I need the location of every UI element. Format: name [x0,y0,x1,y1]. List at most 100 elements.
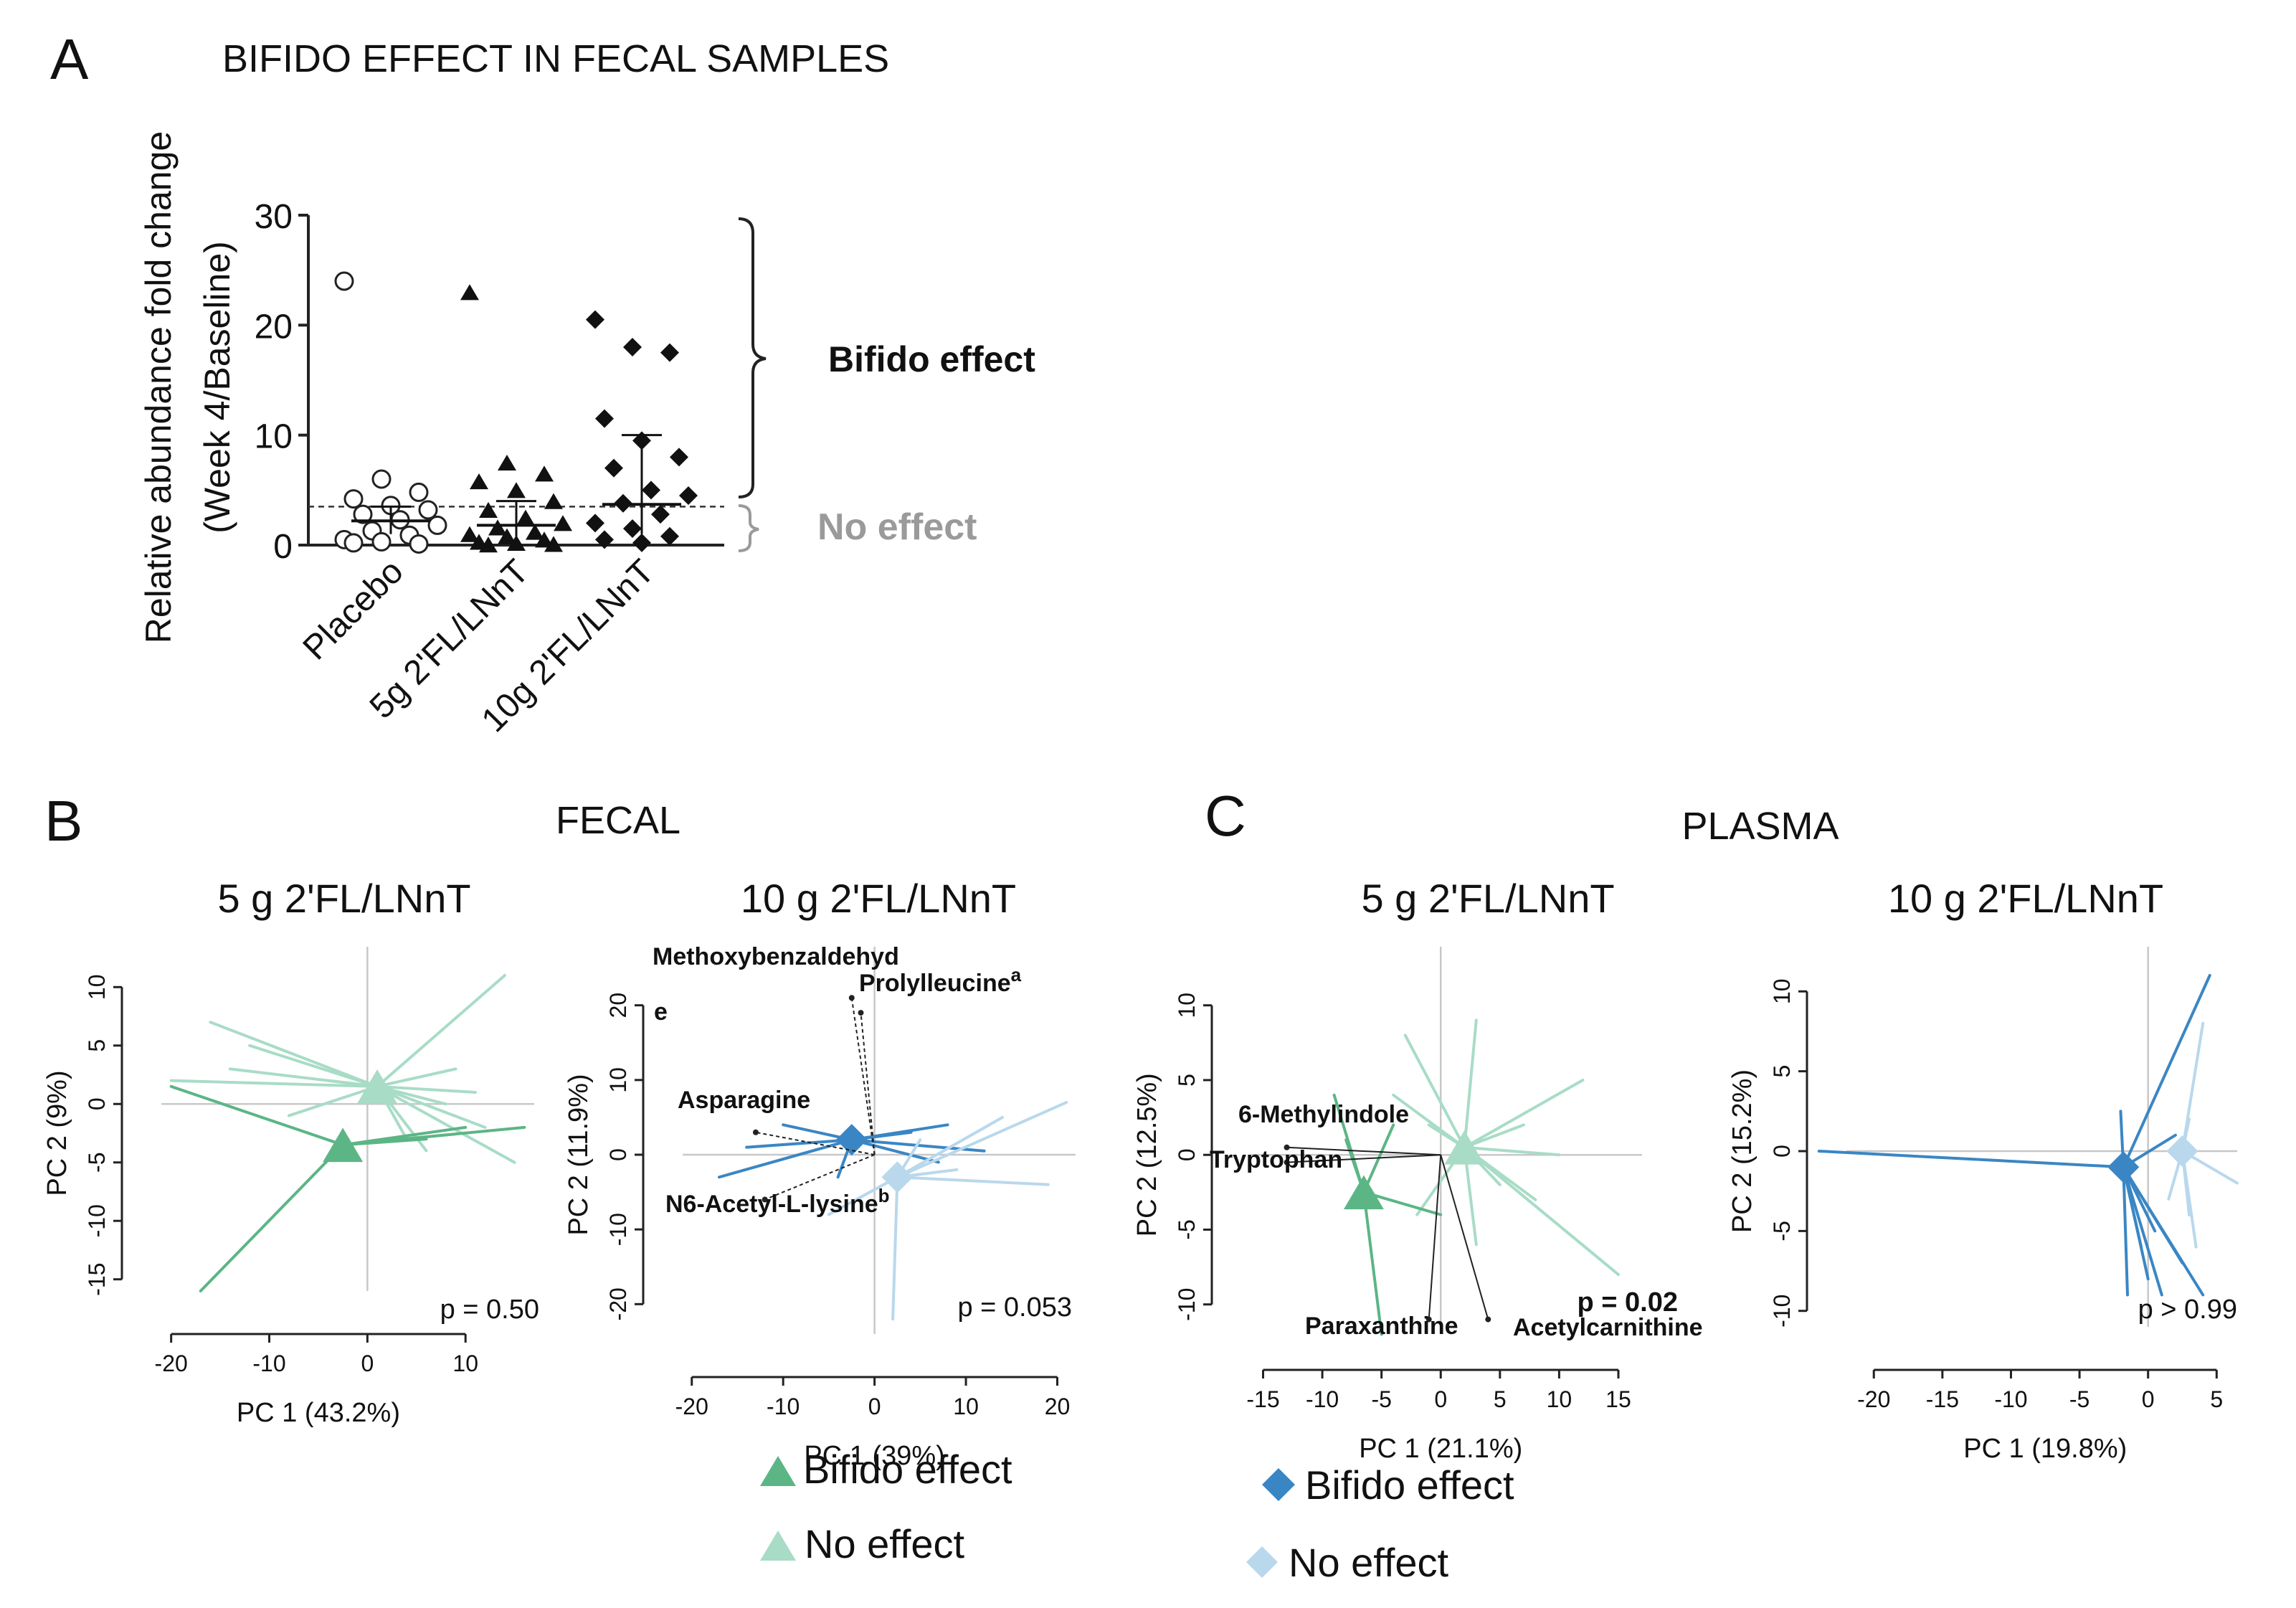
pca-spoke [1362,1191,1383,1336]
pca-xtick-label: -10 [1306,1386,1339,1412]
panel-a-ytick-label: 20 [255,308,293,346]
pca-loading-arrowhead [1284,1159,1290,1165]
panel-a-ylabel-line1: Relative abundance fold change [138,131,179,643]
pca-loading-label: Prolylleucinea [859,964,1022,997]
panel-c-letter: C [1205,784,1246,848]
pca-spoke [827,1176,899,1216]
panel-a-point [409,534,429,554]
pca-ylabel: PC 2 (12.5%) [1132,1073,1162,1236]
pca-loading-arrowhead [1485,1316,1491,1323]
panel-a-ytick-label: 0 [273,528,293,566]
pca-spoke [896,1176,1050,1186]
pca-spoke [199,1143,345,1292]
pca-loading-arrow [764,1154,876,1201]
pca-xlabel: PC 1 (43.2%) [237,1398,400,1428]
pca-loading-label: Paraxanthine [1305,1313,1458,1340]
pca-spoke [209,1021,379,1088]
pca-title: 5 g 2'FL/LNnT [217,876,470,921]
pca-xtick-label: 0 [2142,1386,2155,1412]
panel-a-point [544,536,563,552]
panel-a-point [516,509,535,526]
pca-loading-label: N6-Acetyl-L-lysineb [665,1185,890,1218]
panel-a-ytick-label: 30 [255,198,293,236]
pca-corner-label: e [654,998,668,1026]
panel-a-point [535,465,554,482]
pca-xtick-label: 5 [2210,1386,2223,1412]
legend: Bifido effect No effect Bifido effect No… [760,1447,1514,1585]
pca-xtick-label: 10 [452,1351,478,1376]
pca-centroid-diamond [2166,1135,2198,1167]
panel-a-point [343,489,364,509]
pca-spoke [169,1079,379,1088]
pca-xtick-label: 10 [1547,1386,1572,1412]
panel-b: B FECAL [44,789,680,853]
pca-spoke [896,1101,1068,1179]
panel-a-point [479,501,498,518]
pca-ytick-label: 10 [1174,993,1200,1018]
pca-spoke [1392,1093,1466,1149]
panel-a-point [353,504,373,524]
pca-xtick-label: 0 [361,1351,374,1376]
panel-a-point [334,271,354,291]
pca-loading-arrow [1428,1155,1442,1320]
pca-xtick-label: -10 [252,1351,285,1376]
bifido-effect-label: Bifido effect [828,339,1035,379]
pca-spoke [2122,1165,2184,1264]
pca-loading-arrow [1286,1154,1441,1163]
panel-a-point [371,531,392,552]
pca-ylabel: PC 2 (15.2%) [1727,1069,1757,1233]
panel-b-letter: B [44,789,82,853]
no-effect-label: No effect [817,506,977,548]
pca-plasma-10g: 10 g 2'FL/LNnT -20 -15 -10 -5 0 5 -10 -5 0 5 10 PC 1… [1727,876,2239,1464]
pca-loading-label: Methoxybenzaldehyd [653,943,899,970]
pca-p-value: p = 0.053 [957,1292,1072,1323]
pca-spoke [896,1115,1005,1179]
pca-spoke [287,1084,379,1117]
panel-a: A BIFIDO EFFECT IN FECAL SAMPLES Relativ… [50,27,1035,739]
panel-a-point [460,526,479,542]
panel-a-point [595,530,614,549]
pca-title: 10 g 2'FL/LNnT [1888,876,2163,921]
pca-fecal-10g: 10 g 2'FL/LNnT -20 -10 0 10 20 -20 -10 0 10 20 PC 1… [564,876,1076,1471]
panel-a-point [651,505,670,524]
panel-a-point [535,531,554,548]
legend-plasma-bifido-marker [1262,1468,1295,1501]
pca-centroid-diamond [881,1161,914,1193]
pca-spoke [2122,1165,2143,1249]
pca-spoke [1817,1150,2125,1169]
panel-a-point [623,519,642,538]
legend-fecal-bifido-label: Bifido effect [803,1447,1012,1492]
pca-xlabel: PC 1 (39%) [804,1441,944,1471]
pca-loading-arrowhead [1425,1316,1432,1323]
panel-a-point [427,515,447,535]
pca-loading-arrow [1440,1154,1489,1320]
pca-xtick-label: -15 [1926,1386,1959,1412]
pca-spoke [745,1138,853,1149]
legend-plasma-bifido-label: Bifido effect [1305,1462,1514,1508]
pca-loading-label: 6-Methylindole [1238,1101,1409,1128]
pca-xtick-label: -20 [1857,1386,1890,1412]
pca-loading-arrowhead [1284,1144,1290,1150]
pca-title: 5 g 2'FL/LNnT [1361,876,1614,921]
pca-xtick-label: -10 [1994,1386,2027,1412]
pca-spoke [2122,974,2211,1169]
pca-ytick-label: 0 [84,1097,110,1110]
pca-ytick-label: 10 [84,974,110,1000]
panel-a-point [660,343,679,362]
pca-spoke [2122,1165,2157,1233]
pca-spoke [1403,1034,1466,1149]
pca-ytick-label: -10 [1769,1295,1795,1328]
pca-ytick-label: 0 [1769,1145,1795,1158]
pca-xtick-label: -10 [767,1394,800,1419]
pca-spoke [2122,1165,2163,1297]
panel-a-point [488,519,507,536]
pca-loading-superscript: b [878,1185,890,1206]
legend-fecal-bifido-marker [760,1456,796,1486]
legend-plasma-noeffect-marker [1246,1546,1278,1578]
pca-loading-arrow [1286,1146,1441,1156]
panel-a-point [526,524,544,540]
pca-loading-arrowhead [752,1129,759,1135]
pca-spoke [376,974,506,1088]
pca-spoke [376,1067,457,1088]
pca-spoke [341,1138,428,1147]
